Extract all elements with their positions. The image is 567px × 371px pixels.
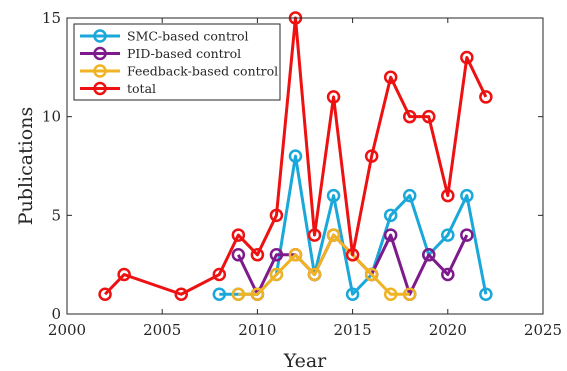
data-point bbox=[326, 228, 341, 242]
legend-label: total bbox=[127, 81, 156, 96]
y-tick-label: 15 bbox=[42, 9, 61, 27]
legend-marker bbox=[93, 46, 107, 61]
data-point bbox=[288, 248, 303, 262]
data-point bbox=[402, 188, 417, 203]
data-point bbox=[250, 287, 265, 302]
data-point bbox=[479, 287, 493, 302]
data-point bbox=[269, 248, 284, 262]
plot-frame bbox=[66, 17, 544, 315]
data-point bbox=[460, 50, 474, 65]
y-tick-label: 10 bbox=[42, 108, 61, 126]
data-point bbox=[288, 149, 303, 163]
series-3 bbox=[98, 11, 493, 302]
data-point bbox=[383, 228, 398, 242]
data-point bbox=[383, 70, 398, 84]
x-tick-label: 2025 bbox=[524, 321, 562, 339]
legend-marker bbox=[93, 29, 107, 43]
legend-marker bbox=[93, 64, 107, 78]
x-tick-label: 2000 bbox=[48, 321, 86, 339]
data-point bbox=[269, 208, 284, 223]
legend-label: Feedback-based control bbox=[127, 64, 278, 79]
axes: 2000 2005 2010 2015 2020 2025 0 5 10 15 bbox=[42, 9, 562, 339]
data-point bbox=[269, 267, 284, 282]
series-2 bbox=[231, 228, 417, 302]
data-point bbox=[364, 267, 379, 282]
data-point bbox=[383, 208, 398, 223]
data-point bbox=[345, 287, 360, 302]
legend-marker bbox=[93, 81, 107, 96]
data-point bbox=[460, 188, 474, 203]
data-point bbox=[460, 228, 474, 242]
data-point bbox=[441, 228, 455, 242]
data-point bbox=[345, 248, 360, 262]
y-tick-label: 0 bbox=[51, 305, 61, 323]
series-line bbox=[104, 16, 488, 296]
data-point bbox=[307, 267, 322, 282]
x-tick-label: 2015 bbox=[334, 321, 372, 339]
data-point bbox=[174, 287, 188, 302]
data-point bbox=[117, 267, 131, 282]
legend: SMC-based control PID-based control Feedba… bbox=[73, 23, 281, 101]
x-tick-label: 2020 bbox=[429, 321, 467, 339]
y-tick-label: 5 bbox=[51, 206, 61, 224]
data-point bbox=[98, 287, 112, 302]
data-point bbox=[326, 90, 341, 104]
x-axis-title: Year bbox=[283, 350, 327, 371]
y-axis-title: Publications bbox=[15, 107, 37, 225]
x-tick-label: 2010 bbox=[238, 321, 276, 339]
data-point bbox=[307, 228, 322, 242]
plot-marks bbox=[98, 11, 493, 302]
data-point bbox=[402, 287, 417, 302]
data-point bbox=[326, 188, 341, 203]
data-point bbox=[231, 228, 246, 242]
data-point bbox=[422, 248, 436, 262]
data-point bbox=[441, 267, 455, 282]
data-point bbox=[402, 109, 417, 124]
data-point bbox=[231, 248, 246, 262]
data-point bbox=[250, 248, 265, 262]
data-point bbox=[231, 287, 246, 302]
data-point bbox=[364, 149, 379, 163]
data-point bbox=[422, 109, 436, 124]
legend-item: Feedback-based control bbox=[80, 64, 278, 79]
data-point bbox=[441, 188, 455, 203]
data-point bbox=[212, 267, 227, 282]
data-point bbox=[383, 287, 398, 302]
legend-item: PID-based control bbox=[80, 46, 241, 61]
legend-item: SMC-based control bbox=[80, 29, 249, 44]
legend-item: total bbox=[80, 81, 156, 96]
x-tick-label: 2005 bbox=[143, 321, 181, 339]
data-point bbox=[212, 287, 227, 302]
series-line bbox=[238, 233, 410, 296]
legend-label: SMC-based control bbox=[127, 29, 249, 44]
data-point bbox=[479, 90, 493, 104]
legend-label: PID-based control bbox=[127, 46, 241, 61]
